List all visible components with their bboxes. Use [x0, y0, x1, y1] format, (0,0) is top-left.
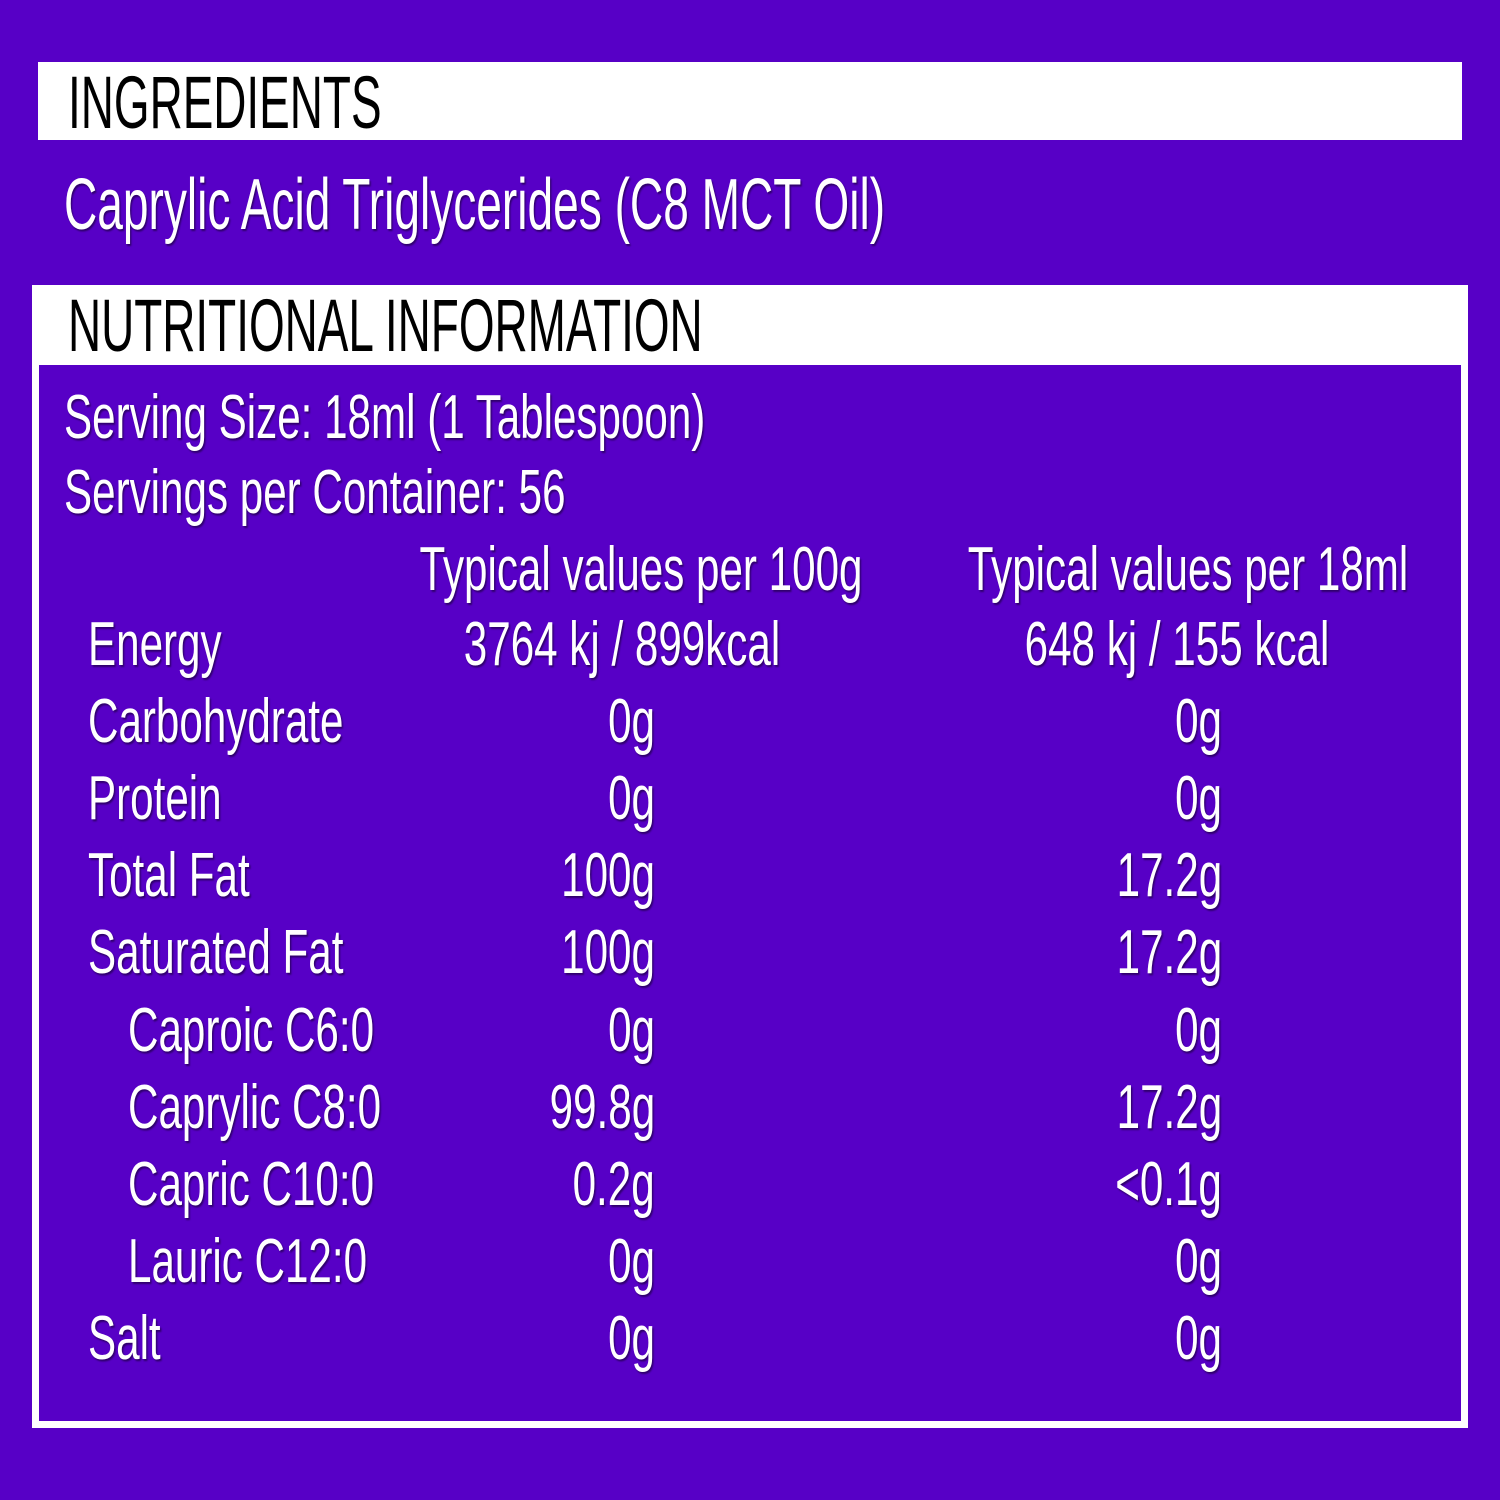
serving-size: Serving Size: 18ml (1 Tablespoon) [64, 383, 706, 452]
nutrition-header-bar [32, 285, 1468, 365]
value-per-serving: 0g [1175, 687, 1222, 757]
servings-per-container: Servings per Container: 56 [64, 458, 566, 527]
nutrient-name: Capric C10:0 [128, 1149, 375, 1219]
nutrient-name: Salt [88, 1303, 161, 1373]
nutrition-title: NUTRITIONAL INFORMATION [68, 284, 703, 367]
ingredients-title: INGREDIENTS [68, 61, 382, 144]
nutrient-name: Lauric C12:0 [128, 1226, 368, 1296]
value-per-100g: 0g [608, 995, 655, 1065]
nutrient-name: Caprylic C8:0 [128, 1072, 382, 1142]
nutrient-name: Caproic C6:0 [128, 995, 375, 1065]
ingredients-header-bar [38, 62, 1462, 140]
value-per-serving: 0g [1175, 1226, 1222, 1296]
value-per-serving: 0g [1175, 995, 1222, 1065]
nutrient-name: Saturated Fat [88, 918, 344, 988]
value-per-100g: 100g [561, 841, 655, 911]
value-per-100g: 3764 kj / 899kcal [463, 610, 781, 679]
ingredients-text: Caprylic Acid Triglycerides (C8 MCT Oil) [64, 165, 886, 245]
value-per-serving: 0g [1175, 1303, 1222, 1373]
value-per-serving: <0.1g [1115, 1149, 1222, 1219]
value-per-serving: 17.2g [1116, 918, 1222, 988]
value-per-100g: 100g [561, 918, 655, 988]
value-per-100g: 0g [608, 1226, 655, 1296]
value-per-100g: 0.2g [572, 1149, 655, 1219]
nutrient-name: Carbohydrate [88, 687, 344, 757]
value-per-100g: 0g [608, 764, 655, 834]
column-header: Typical values per 100g [419, 535, 863, 604]
nutrient-name: Total Fat [88, 841, 250, 911]
value-per-serving: 0g [1175, 764, 1222, 834]
value-per-serving: 648 kj / 155 kcal [1024, 610, 1330, 679]
value-per-100g: 0g [608, 687, 655, 757]
value-per-100g: 0g [608, 1303, 655, 1373]
value-per-serving: 17.2g [1116, 1072, 1222, 1142]
value-per-serving: 17.2g [1116, 841, 1222, 911]
nutrient-name: Protein [88, 764, 222, 834]
value-per-100g: 99.8g [549, 1072, 655, 1142]
nutrient-name: Energy [88, 610, 222, 679]
column-header: Typical values per 18ml [967, 535, 1409, 604]
